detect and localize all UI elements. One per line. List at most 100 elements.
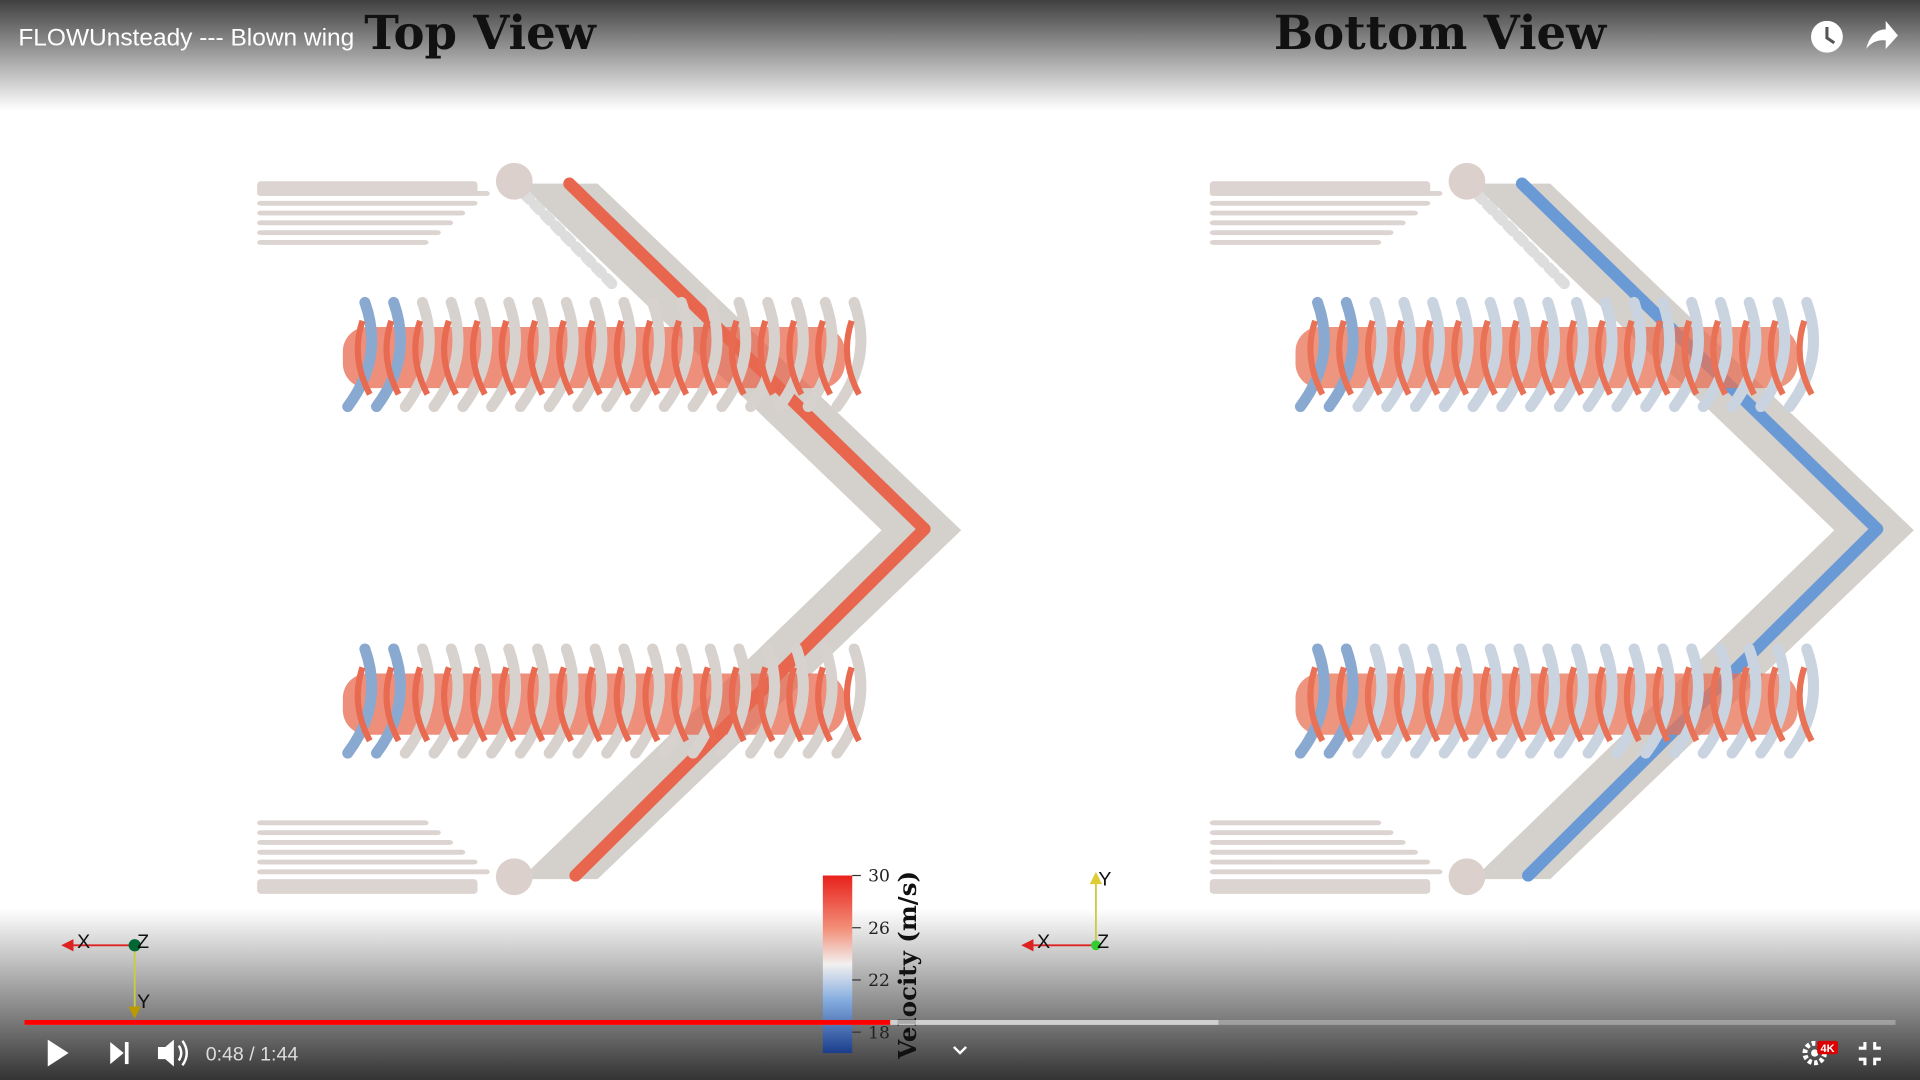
helix-loop — [1496, 296, 1532, 413]
helix-loop — [1467, 643, 1503, 759]
helix-inner — [1336, 666, 1354, 743]
helix-loop — [486, 643, 522, 759]
next-button[interactable] — [110, 1042, 129, 1065]
helix-loop — [1697, 643, 1733, 759]
helix-loop — [1381, 296, 1417, 413]
axes-triad: X Z Y — [61, 931, 150, 1019]
helix-loop — [514, 643, 550, 759]
helix-inner — [1537, 319, 1556, 396]
volume-button[interactable] — [157, 1039, 188, 1067]
helix-inner — [1739, 666, 1757, 743]
share-button[interactable] — [1866, 20, 1898, 49]
wingtip — [495, 162, 533, 200]
helix-loop — [1553, 643, 1589, 759]
helix-inner — [1566, 319, 1585, 396]
helix-loop — [802, 643, 838, 759]
helix-inner — [1393, 319, 1412, 396]
helix-loop — [514, 296, 550, 413]
progress-played — [24, 1020, 891, 1025]
helix-loop — [1352, 296, 1388, 413]
helix-inner — [1566, 666, 1585, 743]
watch-later[interactable] — [1811, 20, 1843, 53]
play-button[interactable] — [47, 1039, 69, 1067]
helix-loop — [630, 296, 665, 413]
helix-loop — [371, 296, 406, 413]
helix-inner — [1681, 319, 1700, 396]
helix-loop — [831, 296, 867, 413]
wake-tube — [1209, 869, 1443, 875]
helix-inner — [815, 319, 833, 396]
helix-loop — [1755, 296, 1791, 413]
helix-loop — [1611, 643, 1647, 759]
helix-loop — [1784, 643, 1820, 759]
axis-label: Z — [1097, 931, 1109, 953]
helix-loop — [773, 643, 809, 759]
helix-loop — [1438, 296, 1474, 413]
wake-tube — [1209, 820, 1382, 826]
helix-inner — [441, 666, 459, 743]
view-title: Bottom View — [1274, 5, 1607, 60]
helix-loop — [1582, 643, 1618, 759]
helix-inner — [613, 319, 632, 396]
wingtip — [495, 858, 533, 896]
helix-loop — [371, 643, 406, 759]
colorbar-label: Velocity (m/s) — [893, 871, 922, 1060]
helix-inner — [1480, 319, 1498, 396]
helix-inner — [556, 666, 574, 743]
wake-tube — [1209, 849, 1418, 855]
helix-loop — [1640, 296, 1676, 413]
helix-inner — [1739, 319, 1757, 396]
settings-button[interactable]: 4K — [1802, 1040, 1838, 1066]
helix-loop — [687, 643, 723, 759]
helix-inner — [1451, 319, 1470, 396]
helix-inner — [441, 319, 459, 396]
helix-loop — [428, 643, 464, 759]
axis-label: X — [1037, 931, 1050, 953]
helix-loop — [716, 296, 752, 413]
helix-inner — [1508, 319, 1527, 396]
wake-tube — [257, 230, 441, 236]
helix-loop — [1410, 643, 1445, 759]
helix-inner — [642, 666, 661, 743]
wake-tube — [257, 869, 490, 875]
helix-loop — [831, 643, 867, 759]
helix-inner — [469, 319, 488, 396]
helix-loop — [1496, 643, 1532, 759]
helix-loop — [572, 296, 608, 413]
scene — [257, 162, 1914, 896]
colorbar-tick-label: 26 — [868, 919, 890, 939]
leading-edge-vortex — [1515, 177, 1884, 882]
helix-loop — [1294, 643, 1330, 759]
helix-inner — [1307, 666, 1326, 743]
helix-inner — [843, 319, 862, 396]
helix-loop — [1553, 296, 1589, 413]
wake-tube — [1209, 191, 1443, 196]
helix-inner — [354, 666, 373, 743]
helix-inner — [383, 666, 402, 743]
helix-inner — [1652, 666, 1671, 743]
helix-loop — [601, 296, 637, 413]
helix-inner — [1623, 666, 1642, 743]
helix-inner — [815, 666, 833, 743]
helix-inner — [556, 319, 574, 396]
helix-loop — [745, 296, 781, 413]
helix-inner — [786, 666, 805, 743]
video-title[interactable]: FLOWUnsteady --- Blown wing — [18, 24, 354, 51]
helix-inner — [1595, 319, 1613, 396]
chapter-toggle[interactable] — [953, 1046, 967, 1055]
wingtip — [1448, 162, 1486, 200]
helix-inner — [1307, 319, 1326, 396]
helix-loop — [428, 296, 464, 413]
helix-inner — [700, 319, 718, 396]
helix-inner — [1767, 666, 1786, 743]
helix-inner — [642, 319, 661, 396]
wake-tube — [257, 830, 441, 836]
wake-tube — [257, 859, 478, 865]
wake-tube — [257, 220, 454, 226]
helix-inner — [1710, 319, 1729, 396]
helix-loop — [1726, 643, 1762, 759]
exit-fullscreen-button[interactable] — [1858, 1042, 1881, 1066]
helix-loop — [716, 643, 752, 759]
